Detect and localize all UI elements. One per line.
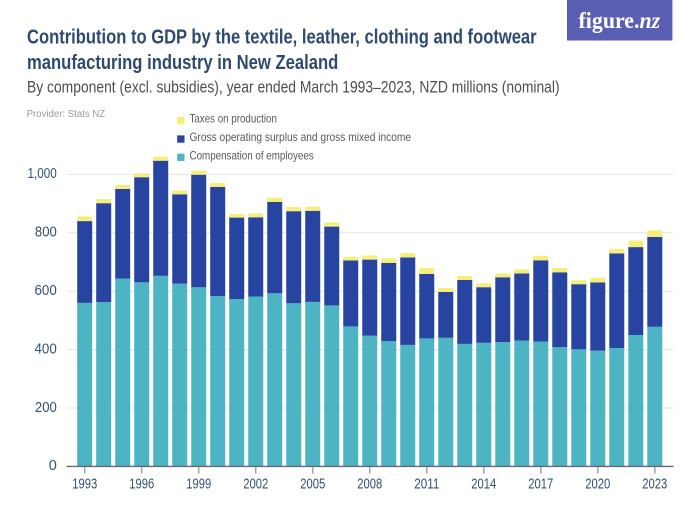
- svg-text:1996: 1996: [129, 475, 154, 492]
- svg-text:2023: 2023: [642, 475, 667, 492]
- svg-text:1999: 1999: [186, 475, 211, 492]
- svg-text:200: 200: [35, 399, 57, 416]
- svg-text:2008: 2008: [357, 475, 382, 492]
- svg-text:2017: 2017: [528, 475, 553, 492]
- svg-text:600: 600: [35, 282, 57, 299]
- svg-text:Taxes on production: Taxes on production: [190, 112, 277, 126]
- svg-text:Compensation of employees: Compensation of employees: [190, 148, 314, 162]
- svg-text:Contribution to GDP by the tex: Contribution to GDP by the textile, leat…: [27, 26, 537, 48]
- svg-text:2002: 2002: [243, 475, 268, 492]
- svg-text:Gross operating surplus and gr: Gross operating surplus and gross mixed …: [190, 130, 412, 144]
- svg-text:By component (excl. subsidies): By component (excl. subsidies), year end…: [27, 79, 560, 97]
- svg-text:800: 800: [35, 224, 57, 241]
- svg-text:2014: 2014: [471, 475, 496, 492]
- svg-text:0: 0: [49, 457, 57, 474]
- svg-text:1993: 1993: [72, 475, 97, 492]
- svg-text:2020: 2020: [585, 475, 610, 492]
- svg-text:figure.nz: figure.nz: [579, 8, 661, 34]
- svg-text:manufacturing industry in New: manufacturing industry in New Zealand: [27, 52, 338, 74]
- svg-text:2005: 2005: [300, 475, 325, 492]
- svg-text:Provider: Stats NZ: Provider: Stats NZ: [27, 109, 106, 120]
- svg-text:1,000: 1,000: [28, 165, 57, 182]
- svg-text:400: 400: [35, 340, 57, 357]
- svg-text:2011: 2011: [414, 475, 439, 492]
